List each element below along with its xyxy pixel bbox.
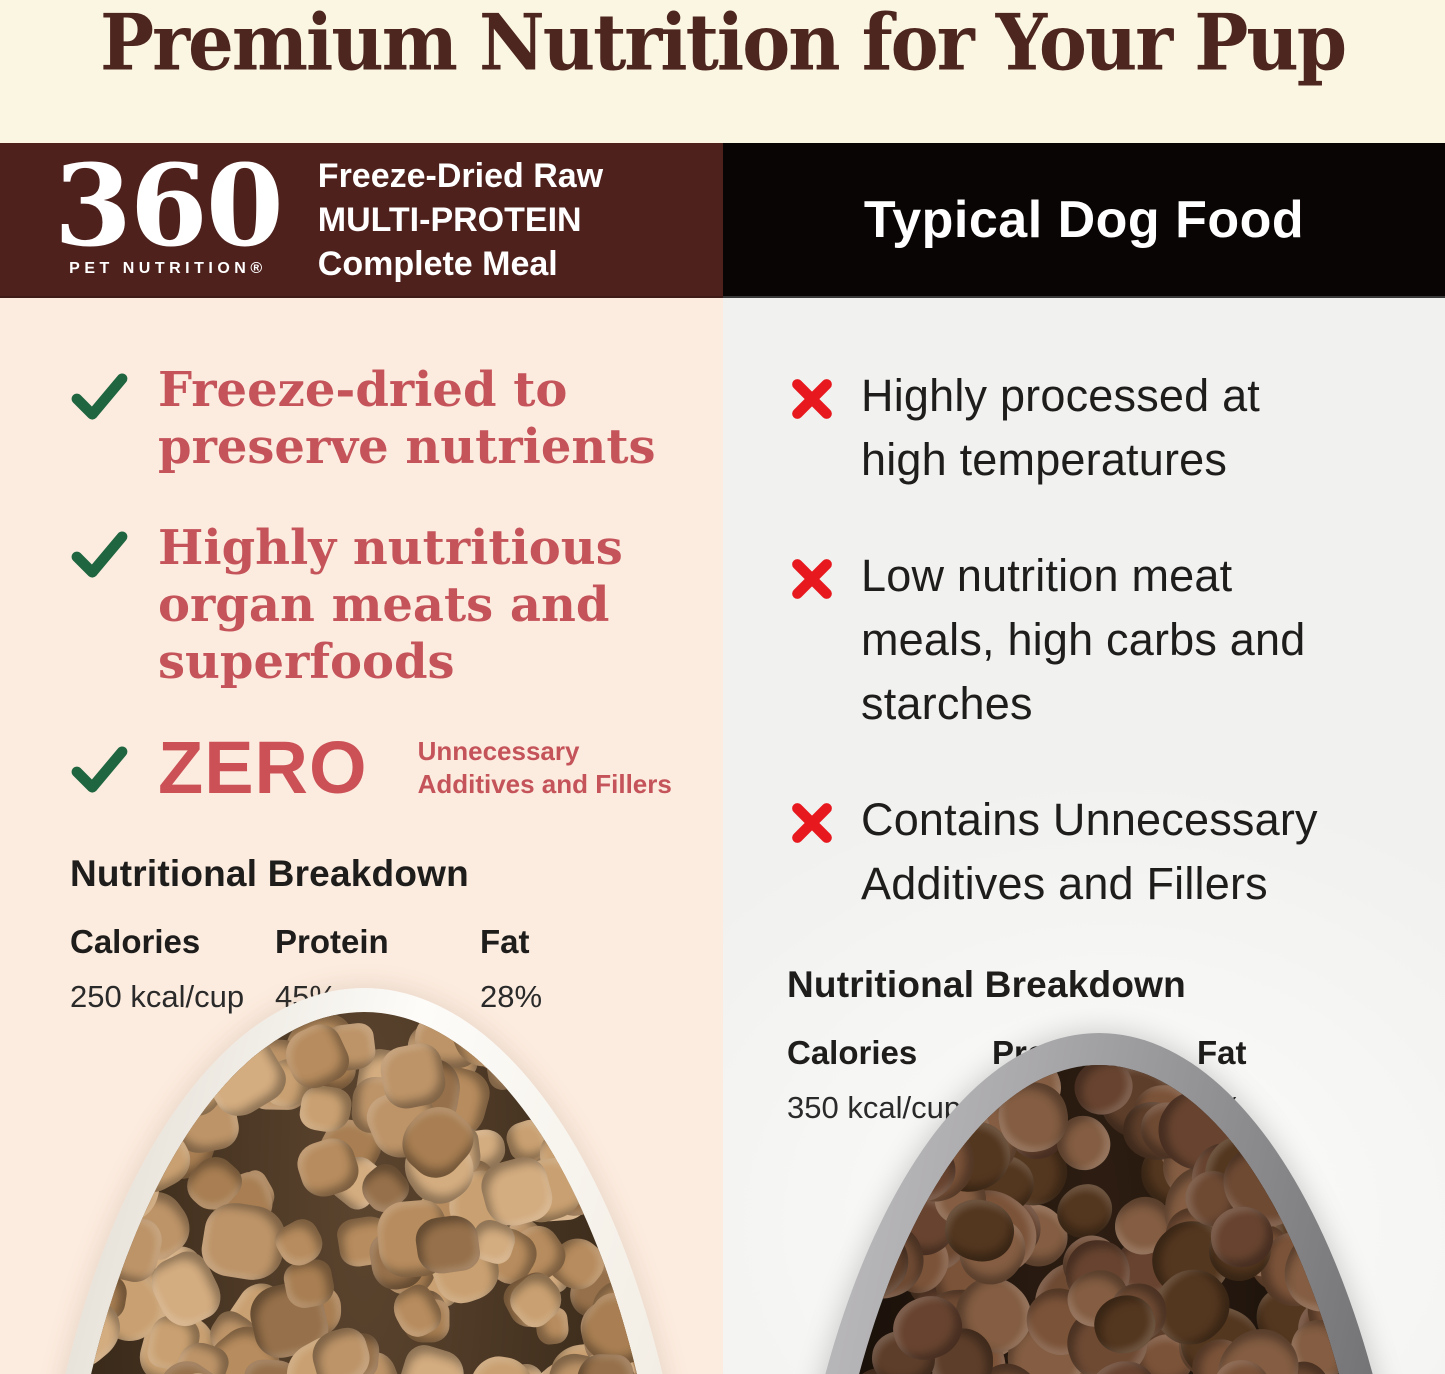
con-bullet-text: Highly processed at high temperatures: [861, 370, 1261, 485]
nutrition-label: Protein: [275, 923, 389, 961]
brand-header-bar: 360 PET NUTRITION® Freeze-Dried Raw MULT…: [0, 143, 723, 298]
logo-number: 360: [54, 140, 284, 272]
logo-tagline: PET NUTRITION®: [69, 260, 267, 278]
con-bullet-text: Contains Unnecessary Additives and Fille…: [861, 794, 1318, 909]
nutrition-label: Calories: [787, 1034, 918, 1071]
nutrition-heading: Nutritional Breakdown: [787, 964, 1186, 1005]
pro-bullet-zero: ZERO Unnecessary Additives and Fillers: [0, 726, 723, 809]
brand-food-bowl-photo: [30, 988, 698, 1374]
competitor-header-bar: Typical Dog Food: [723, 143, 1445, 298]
x-icon: [789, 800, 835, 916]
zero-word: ZERO: [158, 726, 368, 809]
nutrition-label: Fat: [480, 923, 530, 961]
nutrition-value: 28%: [480, 979, 543, 1015]
page-title: Premium Nutrition for Your Pup: [99, 0, 1347, 88]
con-bullet-text: Low nutrition meat meals, high carbs and…: [861, 550, 1306, 729]
pro-bullet-text: Highly nutritious organ meats and superf…: [158, 520, 623, 690]
con-bullet-3: Contains Unnecessary Additives and Fille…: [723, 788, 1445, 916]
nutrition-heading: Nutritional Breakdown: [70, 853, 469, 895]
pro-bullet-1: Freeze-dried to preserve nutrients: [0, 362, 723, 476]
brand-panel: Freeze-dried to preserve nutrients Highl…: [0, 298, 723, 1374]
nutrition-label: Calories: [70, 923, 201, 961]
competitor-name: Typical Dog Food: [863, 190, 1305, 249]
product-name: Freeze-Dried Raw MULTI-PROTEIN Complete …: [317, 156, 604, 283]
check-icon: [70, 530, 128, 691]
nutrition-col-fat: Fat 28%: [480, 923, 542, 1015]
nutrition-label: Fat: [1197, 1034, 1247, 1071]
pro-bullet-text: Freeze-dried to preserve nutrients: [158, 362, 656, 475]
kibble-food: [815, 1065, 1383, 1374]
kibble-bowl-photo: [781, 1033, 1417, 1374]
nutrition-value: 250 kcal/cup: [70, 979, 245, 1015]
brand-logo: 360 PET NUTRITION®: [54, 140, 284, 279]
comparison-panels: Freeze-dried to preserve nutrients Highl…: [0, 298, 1445, 1374]
pro-bullet-2: Highly nutritious organ meats and superf…: [0, 520, 723, 691]
title-band: Premium Nutrition for Your Pup: [0, 0, 1445, 143]
con-bullet-2: Low nutrition meat meals, high carbs and…: [723, 544, 1445, 736]
zero-note: Unnecessary Additives and Fillers: [417, 736, 672, 799]
nutrition-col-calories: Calories 250 kcal/cup: [70, 923, 275, 1015]
freeze-dried-food: [56, 1012, 672, 1374]
con-bullet-1: Highly processed at high temperatures: [723, 364, 1445, 492]
header-bars: 360 PET NUTRITION® Freeze-Dried Raw MULT…: [0, 143, 1445, 298]
check-icon: [70, 372, 128, 476]
competitor-panel: Highly processed at high temperatures Lo…: [723, 298, 1445, 1374]
x-icon: [789, 376, 835, 492]
x-icon: [789, 556, 835, 736]
check-icon: [70, 745, 128, 800]
